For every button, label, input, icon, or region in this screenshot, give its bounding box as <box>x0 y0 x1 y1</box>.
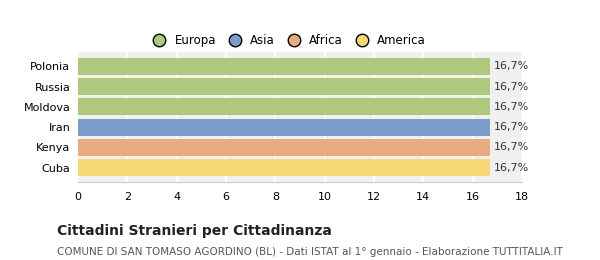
Text: 16,7%: 16,7% <box>494 122 529 132</box>
Text: COMUNE DI SAN TOMASO AGORDINO (BL) - Dati ISTAT al 1° gennaio - Elaborazione TUT: COMUNE DI SAN TOMASO AGORDINO (BL) - Dat… <box>57 247 563 257</box>
Text: 16,7%: 16,7% <box>494 162 529 172</box>
Bar <box>78 98 490 115</box>
Bar <box>78 139 490 156</box>
Bar <box>78 78 490 95</box>
Text: 16,7%: 16,7% <box>494 82 529 92</box>
Legend: Europa, Asia, Africa, America: Europa, Asia, Africa, America <box>143 29 431 52</box>
Bar <box>78 159 490 176</box>
Text: 16,7%: 16,7% <box>494 102 529 112</box>
Bar <box>78 58 490 75</box>
Text: 16,7%: 16,7% <box>494 142 529 152</box>
Text: 16,7%: 16,7% <box>494 62 529 72</box>
Text: Cittadini Stranieri per Cittadinanza: Cittadini Stranieri per Cittadinanza <box>57 224 332 238</box>
Bar <box>78 119 490 136</box>
